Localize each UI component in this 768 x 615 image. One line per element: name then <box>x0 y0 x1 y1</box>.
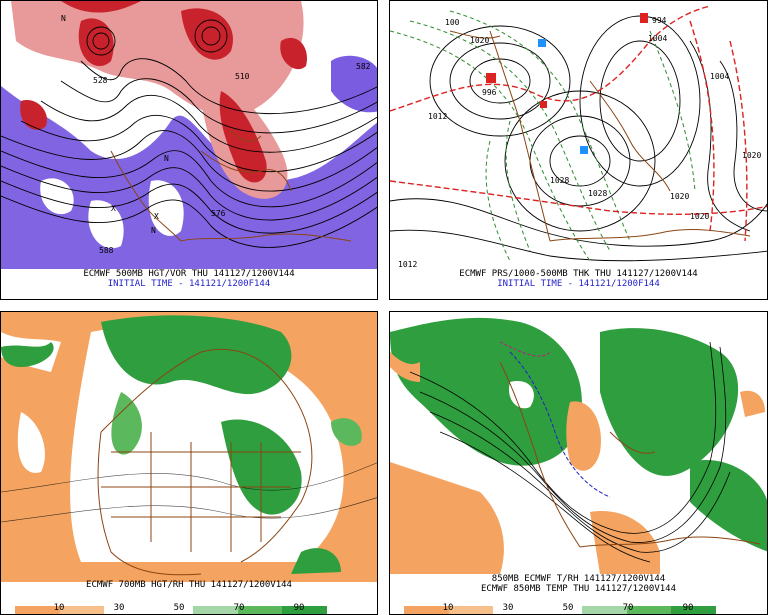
panel-prs-thk: 1012 1012 1020 1020 1028 1020 1028 1020 … <box>389 0 768 300</box>
label-1012a: 1012 <box>428 112 447 121</box>
rh-colorbar-2 <box>404 606 717 614</box>
colorbar-2-ticks: 10 30 50 70 90 <box>442 603 694 613</box>
caption-700mb: ECMWF 700MB HGT/RH THU 141127/1200V144 <box>86 580 292 590</box>
panel-500mb-hgt-vor: 582 588 576 528 N N N X X 510 ECMWF 500M… <box>0 0 378 300</box>
label-588: 588 <box>99 246 114 255</box>
high-pressure-marker <box>538 39 546 47</box>
low-pressure-marker-2 <box>640 13 648 23</box>
label-100: 100 <box>445 18 460 27</box>
label-582: 582 <box>356 62 371 71</box>
initial-time-prs-thk: INITIAL TIME - 141121/1200F144 <box>497 279 660 289</box>
label-1028a: 1028 <box>550 176 569 185</box>
label-1004a: 1004 <box>648 34 667 43</box>
rh-colorbar-1 <box>15 606 328 614</box>
map-850mb <box>390 312 767 574</box>
label-994: 994 <box>652 16 667 25</box>
panel-700mb-hgt-rh: ECMWF 700MB HGT/RH THU 141127/1200V144 <box>0 311 378 615</box>
label-N1: N <box>164 154 169 163</box>
label-N3: N <box>151 226 156 235</box>
label-1004b: 1004 <box>710 72 729 81</box>
label-N2: N <box>61 14 66 23</box>
map-500mb: 582 588 576 528 N N N X X 510 <box>1 1 377 299</box>
map-prs-thk: 1012 1012 1020 1020 1028 1020 1028 1020 … <box>390 1 767 299</box>
label-996: 996 <box>482 88 497 97</box>
map-700mb <box>1 312 377 582</box>
label-1020c: 1020 <box>670 192 689 201</box>
high-pressure-marker-2 <box>580 146 588 154</box>
caption-850mb-b: ECMWF 850MB TEMP THU 141127/1200V144 <box>480 584 677 594</box>
colorbar-1-ticks: 10 30 50 70 90 <box>53 603 305 613</box>
panel-850mb-t-rh: 850MB ECMWF T/RH 141127/1200V144 ECMWF 8… <box>389 311 768 615</box>
label-528: 528 <box>93 76 108 85</box>
label-1028b: 1028 <box>588 189 607 198</box>
label-576: 576 <box>211 209 226 218</box>
low-pressure-marker <box>486 73 496 83</box>
label-1020d: 1020 <box>470 36 489 45</box>
label-1020a: 1020 <box>742 151 761 160</box>
caption-500mb: ECMWF 500MB HGT/VOR THU 141127/1200V144 <box>83 269 295 279</box>
label-1012b: 1012 <box>398 260 417 269</box>
label-1020b: 1020 <box>690 212 709 221</box>
label-X1: X <box>154 212 159 221</box>
label-510: 510 <box>235 72 250 81</box>
caption-850mb-a: 850MB ECMWF T/RH 141127/1200V144 <box>491 574 666 584</box>
initial-time-500mb: INITIAL TIME - 141121/1200F144 <box>107 279 271 289</box>
label-X2: X <box>111 204 116 213</box>
caption-prs-thk: ECMWF PRS/1000-500MB THK THU 141127/1200… <box>459 269 698 279</box>
low-pressure-marker-3 <box>540 101 547 108</box>
